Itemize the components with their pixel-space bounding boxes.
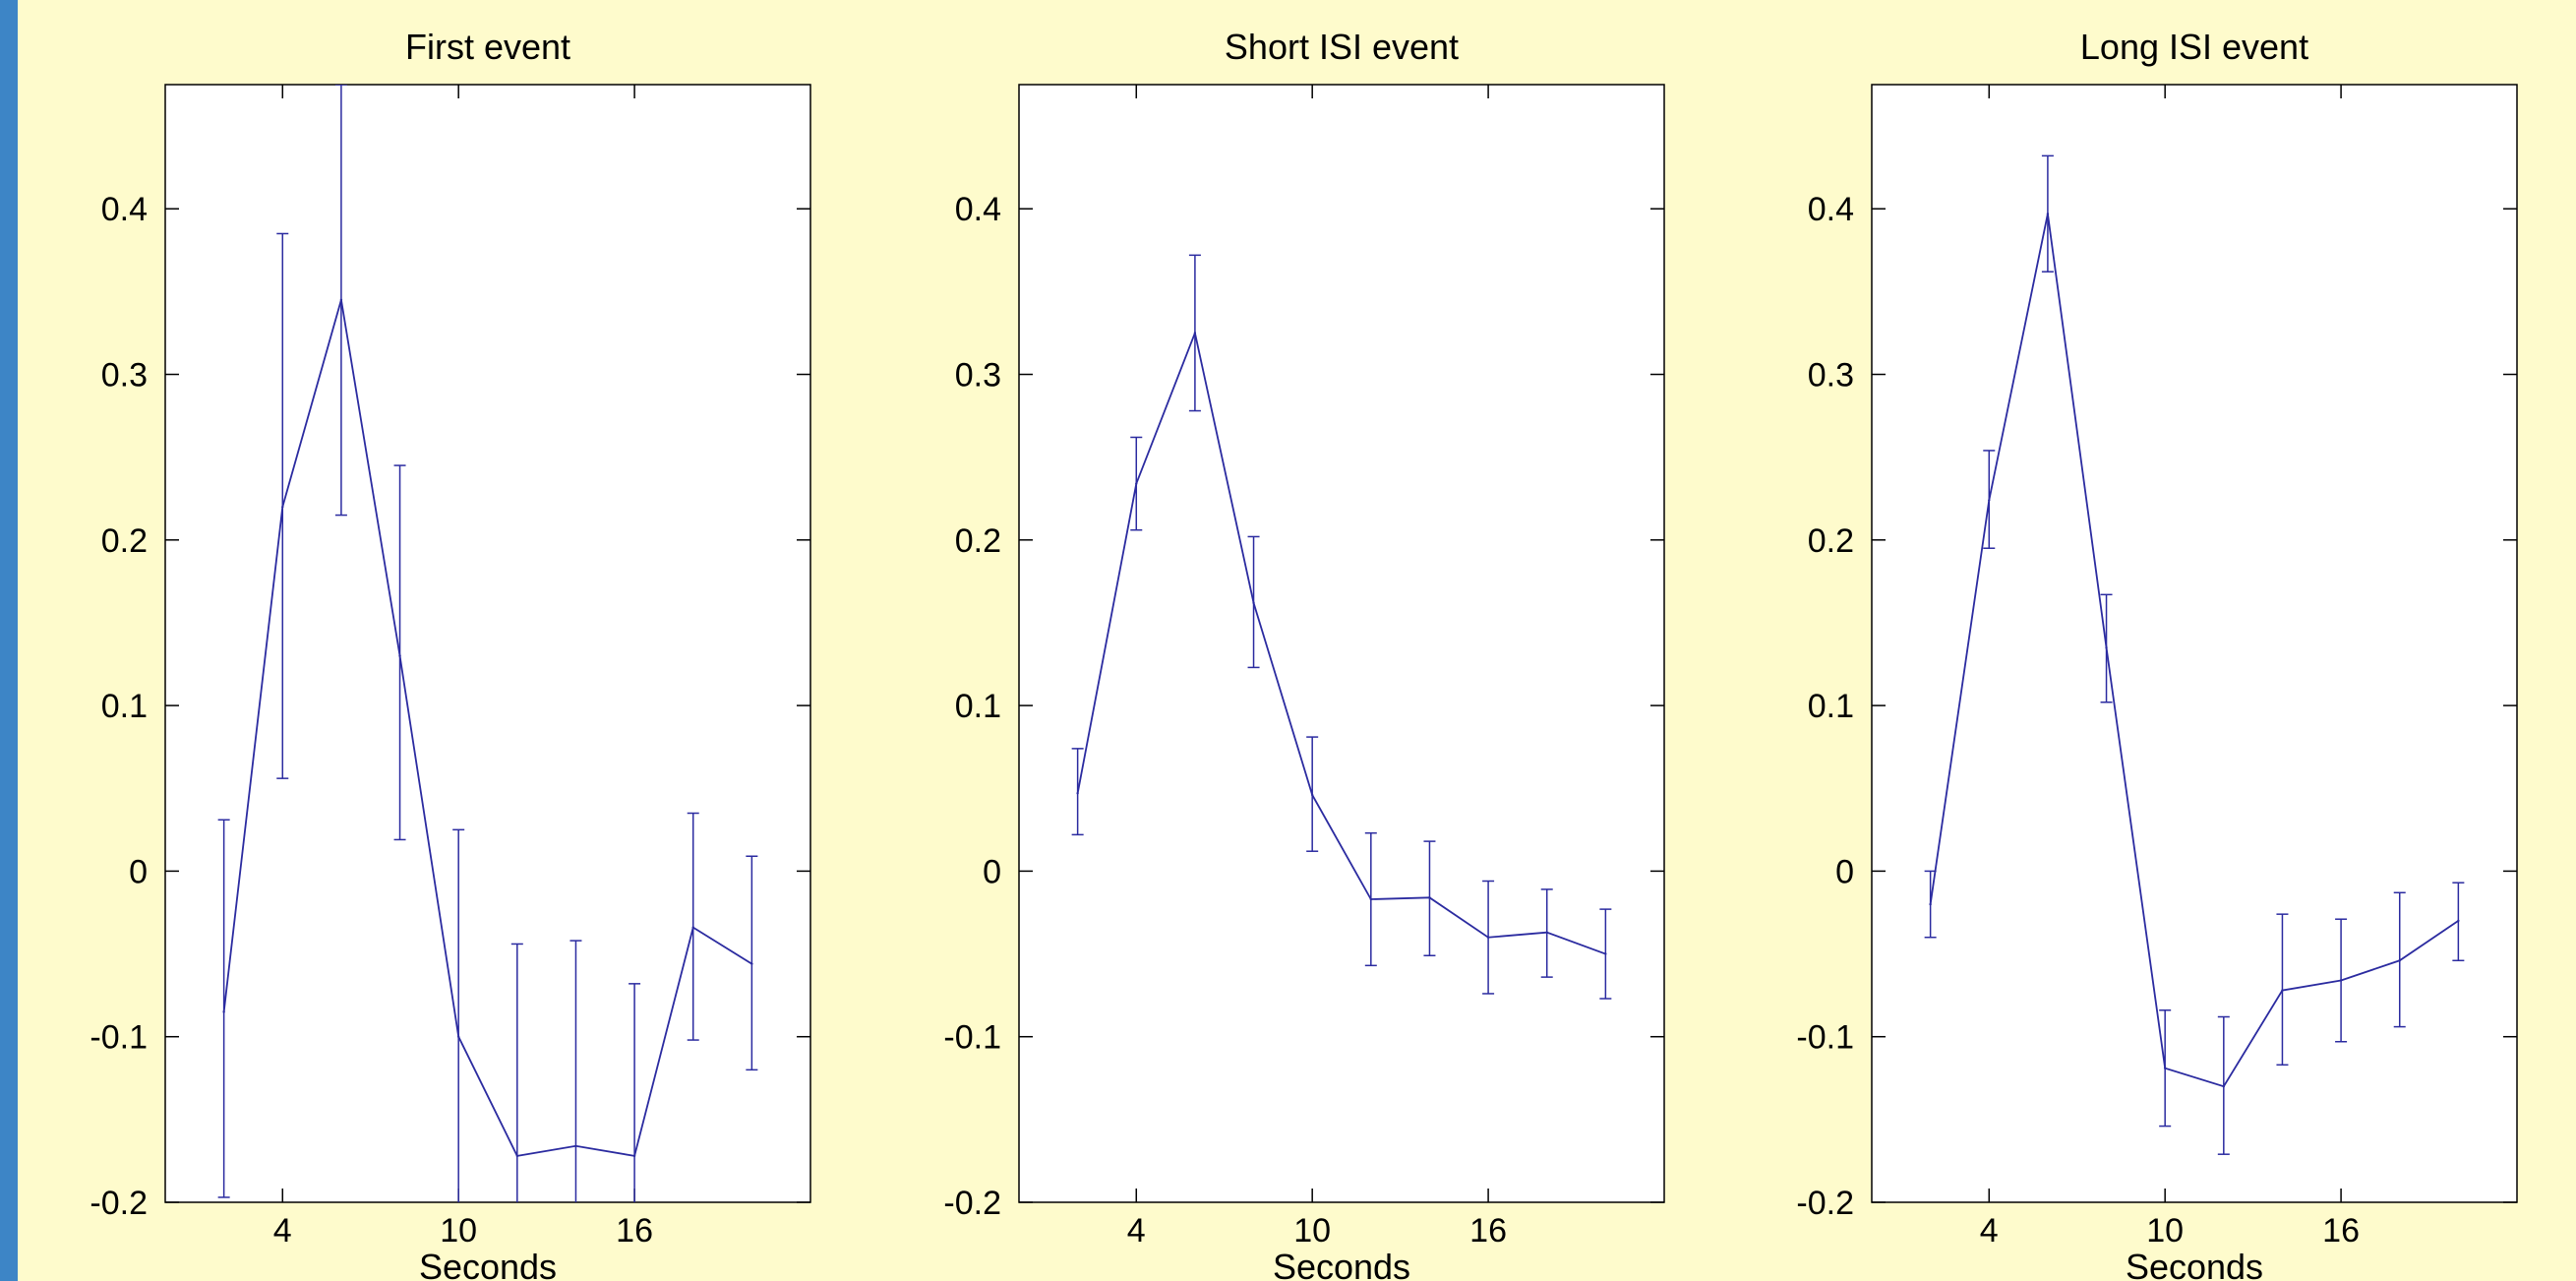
chart-2-xtick-label: 16: [2322, 1212, 2360, 1250]
left-accent-stripe: [0, 0, 18, 1281]
chart-2-ytick-label: -0.2: [1796, 1185, 1854, 1222]
chart-2-ytick-label: 0.3: [1808, 357, 1854, 395]
chart-1-data-point: [1604, 952, 1607, 955]
chart-0-ytick-label: -0.1: [90, 1019, 148, 1057]
chart-1-data-point: [1545, 931, 1548, 934]
chart-0-ytick-label: 0.3: [101, 357, 148, 395]
chart-0-ytick-label: 0.2: [101, 522, 148, 560]
chart-1-ytick-label: 0.4: [955, 191, 1001, 228]
chart-1-data-point: [1428, 896, 1431, 899]
chart-2-series: [1924, 154, 2465, 1155]
chart-2-data-point: [2046, 213, 2050, 215]
chart-2-data-point: [2339, 979, 2343, 982]
chart-0-data-point: [281, 505, 284, 509]
chart-2-plot-area: [1871, 84, 2518, 1203]
chart-2-data-point: [2222, 1084, 2226, 1088]
chart-0-xtick-label: 16: [616, 1212, 653, 1250]
chart-2-xtick-label: 10: [2146, 1212, 2184, 1250]
chart-0-title: First event: [405, 27, 570, 67]
chart-2-xtick-label: 4: [1980, 1212, 1999, 1250]
chart-0-ytick-label: 0: [129, 853, 148, 890]
panel-short-isi-event: Short ISI event Seconds -0.2 -0.1 0 0.1 0.2 0.3…: [943, 27, 1665, 1281]
chart-1-data-point: [1310, 793, 1314, 797]
chart-1-data-point: [1135, 482, 1138, 485]
chart-1-ytick-label: 0.1: [955, 688, 1001, 725]
chart-2-ytick-label: 0.4: [1808, 191, 1854, 228]
chart-0-plot-area: [164, 84, 811, 1203]
chart-0-data-point: [632, 1154, 636, 1158]
chart-0-x-axis-label: Seconds: [419, 1247, 557, 1281]
chart-0-ytick-label: 0.1: [101, 688, 148, 725]
chart-0-data-point: [574, 1144, 577, 1147]
chart-2-title: Long ISI event: [2080, 27, 2308, 67]
chart-0-data-point: [456, 1035, 460, 1038]
chart-2-data-point: [1988, 499, 1991, 502]
chart-0-series-line: [222, 299, 752, 1157]
chart-1-xtick-label: 4: [1127, 1212, 1146, 1250]
chart-2-data-point: [2398, 959, 2401, 962]
chart-1-data-point: [1252, 601, 1255, 604]
chart-1-xtick-label: 16: [1469, 1212, 1507, 1250]
chart-0-xtick-label: 4: [273, 1212, 292, 1250]
chart-2-ytick-label: 0.1: [1808, 688, 1854, 725]
chart-1-ytick-label: 0.2: [955, 522, 1001, 560]
chart-1-title: Short ISI event: [1225, 27, 1459, 67]
chart-2-data-point: [2163, 1067, 2167, 1069]
chart-0-series: [217, 85, 758, 1202]
chart-0-xtick-label: 10: [440, 1212, 477, 1250]
chart-1-ytick-label: 0.3: [955, 357, 1001, 395]
chart-2-x-axis-label: Seconds: [2126, 1247, 2263, 1281]
chart-2-ytick-label: 0.2: [1808, 522, 1854, 560]
chart-1-x-axis-label: Seconds: [1273, 1247, 1410, 1281]
chart-2-data-point: [2105, 646, 2108, 649]
chart-2-data-point: [1929, 902, 1932, 906]
panel-long-isi-event: Long ISI event Seconds -0.2 -0.1 0 0.1 0.2 0.3 0…: [1796, 27, 2518, 1281]
chart-2-ytick-label: -0.1: [1796, 1019, 1854, 1057]
chart-1-series: [1071, 254, 1612, 1000]
chart-1-data-point: [1369, 897, 1373, 901]
chart-1-data-point: [1486, 936, 1490, 939]
panel-first-event: First event Seconds -0.2 -0.1 0 0.1 0.2 0.3 0.4 4…: [90, 27, 811, 1281]
chart-1-data-point: [1193, 332, 1197, 335]
chart-0-data-point: [339, 298, 343, 301]
chart-2-data-point: [2281, 989, 2284, 992]
chart-1-ytick-label: -0.2: [943, 1185, 1001, 1222]
chart-0-data-point: [398, 654, 401, 657]
chart-0-ytick-label: -0.2: [90, 1185, 148, 1222]
chart-0-data-point: [691, 926, 694, 929]
chart-2-ytick-label: 0: [1835, 853, 1854, 890]
chart-1-series-line: [1076, 330, 1606, 955]
chart-1-plot-area: [1018, 84, 1665, 1203]
chart-1-ytick-label: 0: [983, 853, 1001, 890]
chart-2-data-point: [2457, 919, 2460, 923]
chart-1-xtick-label: 10: [1293, 1212, 1331, 1250]
chart-0-data-point: [222, 1010, 225, 1013]
chart-0-data-point: [515, 1154, 519, 1158]
chart-1-ytick-label: -0.1: [943, 1019, 1001, 1057]
chart-0-data-point: [750, 962, 753, 965]
chart-0-ytick-label: 0.4: [101, 191, 148, 228]
chart-2-series-line: [1929, 214, 2459, 1088]
chart-1-data-point: [1076, 792, 1079, 795]
